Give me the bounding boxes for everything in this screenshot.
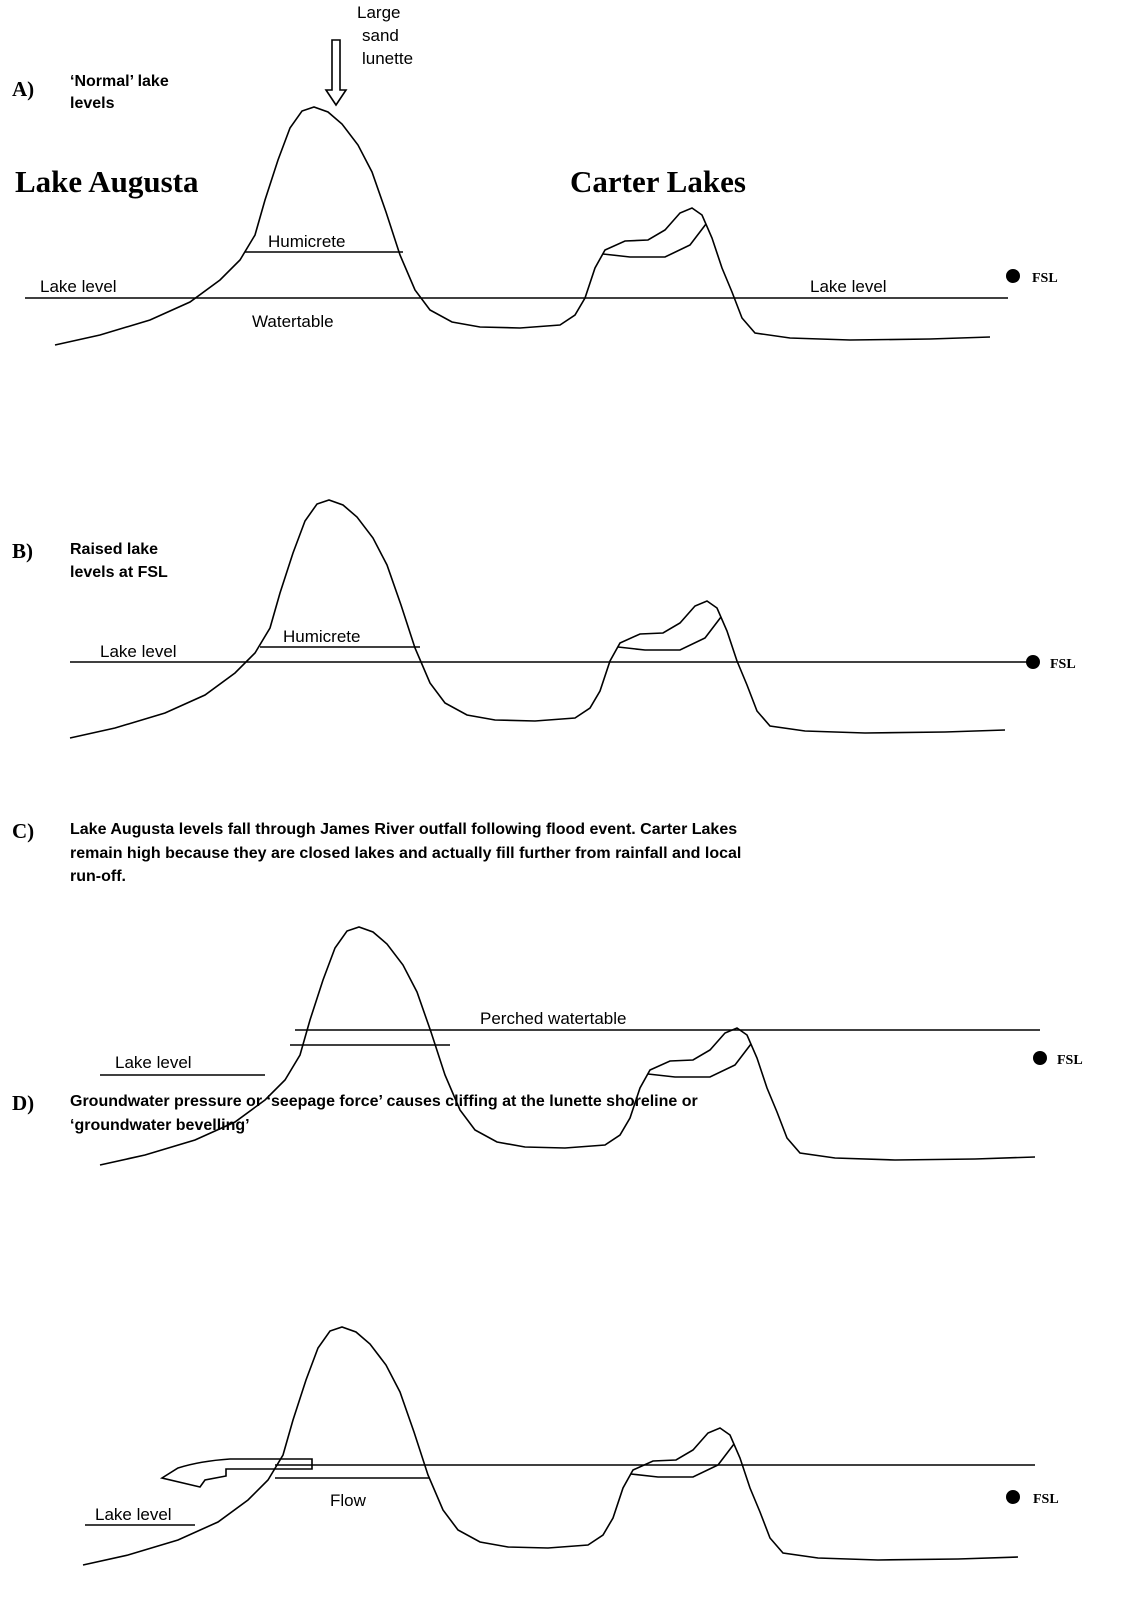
panel-c: C) Lake Augusta levels fall through Jame… <box>12 819 1083 1165</box>
annotation: FSL <box>1032 271 1058 286</box>
annotation: FSL <box>1050 657 1076 672</box>
annotation: Flow <box>330 1491 367 1510</box>
terrain <box>83 1327 1018 1565</box>
terrain <box>55 107 990 345</box>
terrain <box>70 500 1005 738</box>
page: Large sand lunette A) ‘Normal’ lake leve… <box>0 0 1133 1618</box>
annotation: FSL <box>1033 1492 1059 1507</box>
annotation: Humicrete <box>268 232 345 251</box>
caption: Raised lake <box>70 541 158 558</box>
arrow-label: Large <box>357 3 400 22</box>
panel-a: Large sand lunette A) ‘Normal’ lake leve… <box>12 3 1058 345</box>
lake-name: Carter Lakes <box>570 164 746 199</box>
annotation: Humicrete <box>283 627 360 646</box>
arrow-label: sand <box>362 26 399 45</box>
caption: levels <box>70 95 115 112</box>
panel-label: C) <box>12 819 34 843</box>
panel-label: A) <box>12 77 34 101</box>
caption: ‘groundwater bevelling’ <box>70 1117 250 1134</box>
annotation: Lake level <box>100 642 177 661</box>
annotation: Watertable <box>252 312 334 331</box>
lake-name: Lake Augusta <box>15 164 199 199</box>
caption: Lake Augusta levels fall through James R… <box>70 821 737 838</box>
panel-label: D) <box>12 1091 34 1115</box>
annotation: Perched watertable <box>480 1009 626 1028</box>
diagram: Large sand lunette A) ‘Normal’ lake leve… <box>0 0 1133 1618</box>
caption: run-off. <box>70 868 126 885</box>
annotation: FSL <box>1057 1053 1083 1068</box>
panel-b: B) Raised lake levels at FSL Humicrete L… <box>12 500 1076 738</box>
fsl-marker <box>1006 1490 1020 1504</box>
panel-label: B) <box>12 539 33 563</box>
annotation: Lake level <box>810 277 887 296</box>
flow-arrow <box>162 1459 312 1487</box>
caption: ‘Normal’ lake <box>70 73 169 90</box>
fsl-marker <box>1006 269 1020 283</box>
arrow-label: lunette <box>362 49 413 68</box>
annotation: Lake level <box>40 277 117 296</box>
fsl-marker <box>1033 1051 1047 1065</box>
caption: levels at FSL <box>70 564 168 581</box>
panel-d: D) Groundwater pressure or ‘seepage forc… <box>12 1091 1059 1565</box>
annotation: Lake level <box>95 1505 172 1524</box>
down-arrow <box>326 40 346 105</box>
caption: remain high because they are closed lake… <box>70 845 741 862</box>
fsl-marker <box>1026 655 1040 669</box>
caption: Groundwater pressure or ‘seepage force’ … <box>70 1093 698 1110</box>
annotation: Lake level <box>115 1053 192 1072</box>
